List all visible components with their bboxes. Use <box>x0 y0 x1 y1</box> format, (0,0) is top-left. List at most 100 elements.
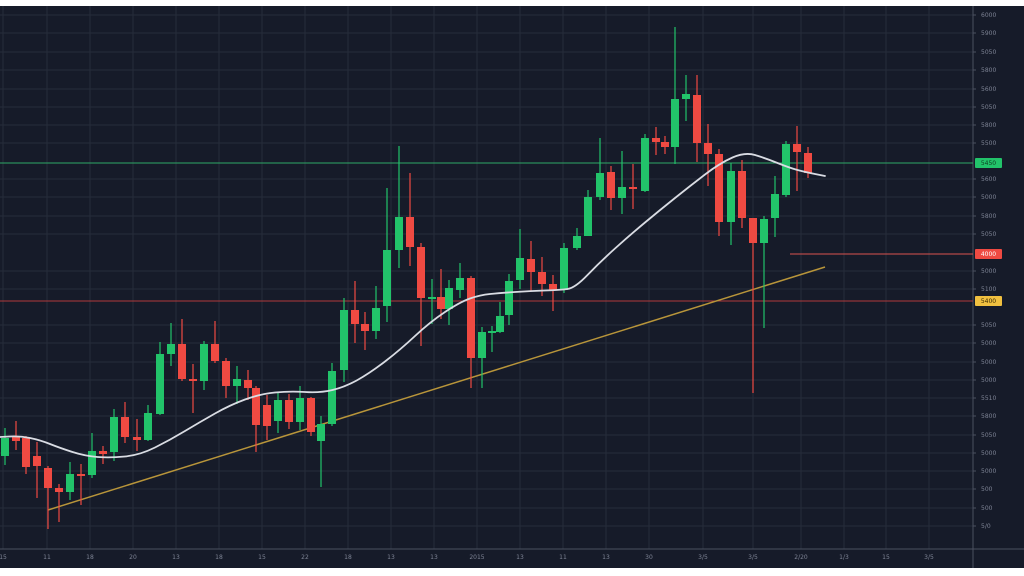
candle-body <box>361 324 369 331</box>
candle-bearish[interactable] <box>77 464 85 505</box>
candle-body <box>244 380 252 388</box>
candle-body <box>749 218 757 243</box>
candle-bearish[interactable] <box>361 312 369 350</box>
price-tick-label: 5050 <box>981 432 996 439</box>
candle-bearish[interactable] <box>211 321 219 363</box>
candle-bullish[interactable] <box>428 279 436 324</box>
candle-bullish[interactable] <box>66 462 74 500</box>
candle-bearish[interactable] <box>749 218 757 393</box>
candle-bearish[interactable] <box>417 243 425 346</box>
candle-bullish[interactable] <box>144 405 152 441</box>
candle-bullish[interactable] <box>383 188 391 322</box>
price-tick-label: 5000 <box>981 450 996 457</box>
candle-bearish[interactable] <box>607 166 615 210</box>
candle-body <box>760 219 768 243</box>
candle-bullish[interactable] <box>340 298 348 382</box>
candle-bullish[interactable] <box>641 134 649 192</box>
candle-bullish[interactable] <box>88 433 96 478</box>
candle-bullish[interactable] <box>167 323 175 366</box>
candle-body <box>406 217 414 247</box>
candle-bullish[interactable] <box>496 302 504 333</box>
candle-bullish[interactable] <box>584 190 592 236</box>
price-tick-label: 500 <box>981 486 993 493</box>
candlestick-chart[interactable]: 6000 5900 5050 5800 5600 5050 5800 5500 5600 5000… <box>0 6 1024 568</box>
candle-bullish[interactable] <box>505 274 513 325</box>
candle-bearish[interactable] <box>629 164 637 209</box>
candle-bullish[interactable] <box>560 243 568 293</box>
candle-bearish[interactable] <box>252 386 260 452</box>
time-tick-label: 2/20 <box>794 554 808 561</box>
candle-bullish[interactable] <box>233 366 241 404</box>
candle-bearish[interactable] <box>538 257 546 296</box>
candle-bearish[interactable] <box>437 269 445 319</box>
candle-bullish[interactable] <box>445 280 453 325</box>
candle-bullish[interactable] <box>488 326 496 352</box>
candle-bullish[interactable] <box>682 75 690 121</box>
candle-body <box>340 310 348 370</box>
candle-bearish[interactable] <box>285 394 293 429</box>
trendline[interactable] <box>47 266 826 511</box>
candle-bullish[interactable] <box>156 342 164 415</box>
candle-bearish[interactable] <box>307 397 315 436</box>
price-tick-label: 5050 <box>981 49 996 56</box>
candle-bearish[interactable] <box>693 75 701 162</box>
candle-bullish[interactable] <box>372 286 380 339</box>
candle-bearish[interactable] <box>549 275 557 311</box>
candle-bullish[interactable] <box>782 141 790 197</box>
candle-bullish[interactable] <box>671 27 679 164</box>
candle-bullish[interactable] <box>395 146 403 268</box>
candle-bullish[interactable] <box>200 341 208 390</box>
candle-bullish[interactable] <box>596 138 604 200</box>
candle-bearish[interactable] <box>55 484 63 522</box>
candle-bullish[interactable] <box>771 176 779 237</box>
candle-bearish[interactable] <box>244 370 252 400</box>
candle-bullish[interactable] <box>727 163 735 245</box>
candle-bearish[interactable] <box>22 436 30 474</box>
candle-bullish[interactable] <box>478 327 486 388</box>
candle-bullish[interactable] <box>317 416 325 487</box>
candle-bearish[interactable] <box>44 466 52 529</box>
chart-canvas[interactable]: 6000 5900 5050 5800 5600 5050 5800 5500 5600 5000… <box>0 6 1024 568</box>
candle-bearish[interactable] <box>793 126 801 191</box>
candle-bullish[interactable] <box>1 428 9 465</box>
candle-body <box>641 138 649 191</box>
candle-body <box>200 344 208 381</box>
candle-bullish[interactable] <box>110 409 118 461</box>
candle-bearish[interactable] <box>738 160 746 228</box>
candle-bearish[interactable] <box>351 281 359 343</box>
price-tick-label: 5050 <box>981 104 996 111</box>
candle-bearish[interactable] <box>467 276 475 388</box>
candle-bearish[interactable] <box>99 446 107 464</box>
time-axis[interactable]: 15 11 18 20 13 18 15 22 18 13 13 2015 13 11 13 30 3/5 3/5… <box>0 554 934 561</box>
moving-average-line[interactable] <box>0 153 826 459</box>
candle-bullish[interactable] <box>296 386 304 430</box>
candle-body <box>478 332 486 358</box>
candle-bearish[interactable] <box>704 124 712 186</box>
candle-body <box>372 308 380 331</box>
candle-bearish[interactable] <box>652 127 660 155</box>
candle-body <box>738 171 746 218</box>
candle-bearish[interactable] <box>133 419 141 451</box>
candle-bearish[interactable] <box>527 241 535 291</box>
candle-bearish[interactable] <box>12 421 20 450</box>
candle-bullish[interactable] <box>328 363 336 426</box>
candle-bullish[interactable] <box>618 151 626 214</box>
candle-bearish[interactable] <box>715 149 723 236</box>
candle-body <box>782 144 790 195</box>
candle-bearish[interactable] <box>263 395 271 440</box>
candle-bearish[interactable] <box>121 402 129 443</box>
candle-bearish[interactable] <box>178 319 186 381</box>
candle-bearish[interactable] <box>222 358 230 398</box>
candle-bullish[interactable] <box>573 228 581 250</box>
price-tick-label: 5000 <box>981 468 996 475</box>
candle-bullish[interactable] <box>760 216 768 328</box>
price-tick-label: 5000 <box>981 340 996 347</box>
candle-bearish[interactable] <box>189 364 197 413</box>
candle-bearish[interactable] <box>661 136 669 154</box>
candle-bearish[interactable] <box>33 442 41 498</box>
candle-bullish[interactable] <box>456 263 464 298</box>
candle-bullish[interactable] <box>516 229 524 289</box>
price-axis[interactable]: 6000 5900 5050 5800 5600 5050 5800 5500 5600 5000… <box>973 12 996 530</box>
candle-bearish[interactable] <box>406 173 414 266</box>
candle-bullish[interactable] <box>274 392 282 433</box>
